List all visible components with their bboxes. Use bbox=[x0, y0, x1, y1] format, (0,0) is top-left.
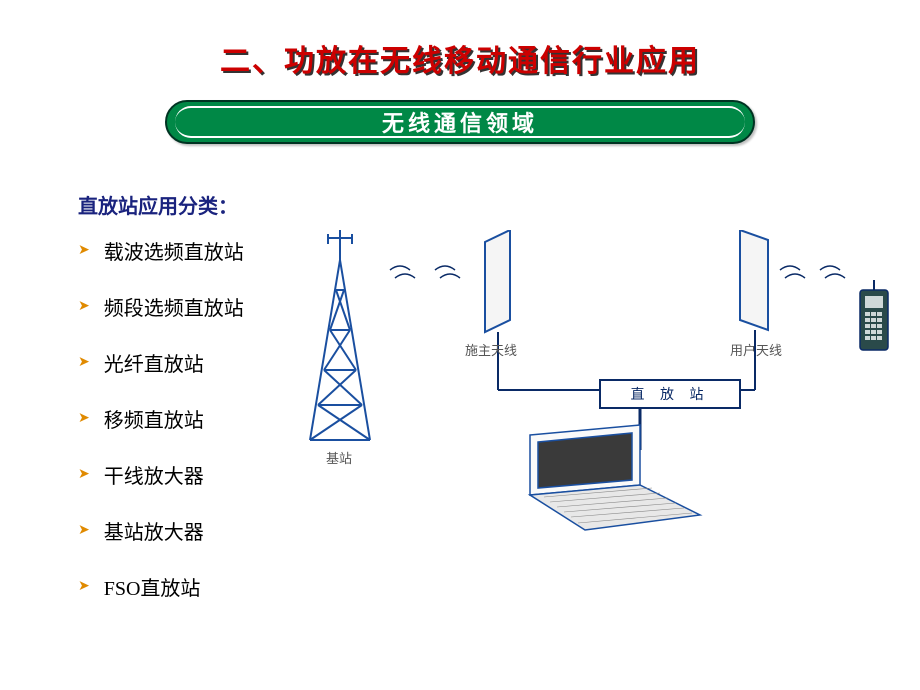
section-heading: 直放站应用分类： bbox=[78, 190, 238, 219]
repeater-box-label: 直 放 站 bbox=[631, 386, 710, 403]
chevron-right-icon: ➤ bbox=[78, 298, 90, 315]
subtitle-banner: 无线通信领域 bbox=[165, 100, 755, 144]
subtitle-text: 无线通信领域 bbox=[165, 100, 755, 144]
chevron-right-icon: ➤ bbox=[78, 410, 90, 427]
bullet-list: ➤ 载波选频直放站 ➤ 频段选频直放站 ➤ 光纤直放站 ➤ 移频直放站 ➤ 干线… bbox=[78, 236, 298, 628]
network-diagram: 直 放 站 基站 施主天线 用户天线 bbox=[300, 230, 900, 550]
list-item: ➤ 频段选频直放站 bbox=[78, 292, 298, 321]
bullet-label: 光纤直放站 bbox=[104, 348, 204, 377]
bullet-label: 基站放大器 bbox=[104, 516, 204, 545]
chevron-right-icon: ➤ bbox=[78, 578, 90, 595]
list-item: ➤ 移频直放站 bbox=[78, 404, 298, 433]
bullet-label: 频段选频直放站 bbox=[104, 292, 244, 321]
chevron-right-icon: ➤ bbox=[78, 466, 90, 483]
donor-antenna-label: 施主天线 bbox=[465, 340, 517, 359]
list-item: ➤ 光纤直放站 bbox=[78, 348, 298, 377]
list-item: ➤ 基站放大器 bbox=[78, 516, 298, 545]
user-antenna-label: 用户天线 bbox=[730, 340, 782, 359]
list-item: ➤ 干线放大器 bbox=[78, 460, 298, 489]
chevron-right-icon: ➤ bbox=[78, 522, 90, 539]
bullet-label: FSO直放站 bbox=[104, 572, 201, 601]
list-item: ➤ 载波选频直放站 bbox=[78, 236, 298, 265]
slide-title: 二、功放在无线移动通信行业应用 bbox=[0, 0, 920, 80]
chevron-right-icon: ➤ bbox=[78, 242, 90, 259]
chevron-right-icon: ➤ bbox=[78, 354, 90, 371]
bullet-label: 载波选频直放站 bbox=[104, 236, 244, 265]
bullet-label: 干线放大器 bbox=[104, 460, 204, 489]
base-station-label: 基站 bbox=[326, 448, 352, 467]
list-item: ➤ FSO直放站 bbox=[78, 572, 298, 601]
bullet-label: 移频直放站 bbox=[104, 404, 204, 433]
